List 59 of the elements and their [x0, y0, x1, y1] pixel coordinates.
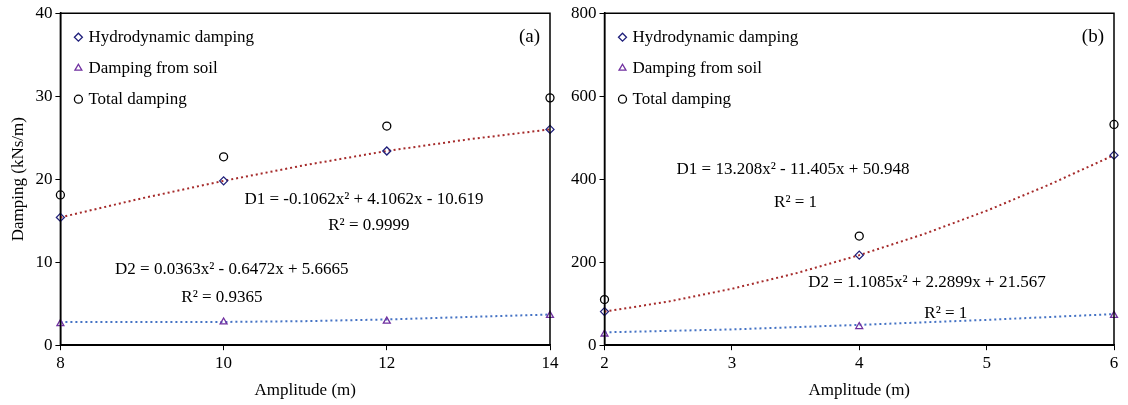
- point: [219, 317, 228, 325]
- x-tick-label: 6: [1109, 352, 1119, 372]
- x-tick-label: 12: [378, 352, 396, 372]
- annotation: R² = 0.9999: [328, 215, 410, 235]
- point: [382, 146, 392, 156]
- y-tick-label: 10: [35, 251, 53, 271]
- point: [218, 152, 229, 162]
- annotation: D1 = -0.1062x² + 4.1062x - 10.619: [244, 188, 484, 208]
- x-axis-title: Amplitude (m): [808, 380, 911, 400]
- y-tick-label: 0: [588, 334, 597, 354]
- x-tick-label: 2: [600, 352, 609, 372]
- x-axis-title: Amplitude (m): [254, 380, 356, 400]
- point: [382, 316, 391, 324]
- point: [855, 321, 864, 330]
- point: [599, 294, 610, 305]
- y-tick-label: 400: [571, 168, 597, 188]
- point: [1109, 150, 1119, 160]
- x-tick-label: 3: [727, 352, 737, 372]
- legend-label: Hydrodynamic damping: [88, 26, 255, 46]
- legend-label: Hydrodynamic damping: [632, 26, 799, 46]
- y-tick-label: 20: [35, 168, 53, 188]
- annotation: D2 = 1.1085x² + 2.2899x + 21.567: [808, 271, 1047, 291]
- point: [218, 176, 229, 186]
- x-tick-label: 10: [215, 352, 233, 372]
- y-tick-label: 40: [35, 2, 53, 22]
- point: [545, 93, 555, 103]
- annotation: R² = 1: [924, 302, 968, 322]
- y-tick-label: 600: [571, 85, 597, 105]
- legend-label: Damping from soil: [88, 57, 219, 77]
- x-tick-label: 5: [982, 352, 991, 372]
- annotation: R² = 1: [774, 191, 818, 211]
- point: [545, 124, 555, 135]
- legend-label: Damping from soil: [632, 57, 763, 77]
- y-tick-label: 30: [35, 85, 53, 105]
- annotation: (a): [518, 25, 540, 48]
- annotation: D1 = 13.208x² - 11.405x + 50.948: [676, 159, 910, 179]
- annotation: (b): [1081, 25, 1104, 48]
- point: [1109, 119, 1119, 130]
- annotation: D2 = 0.0363x² - 0.6472x + 5.6665: [115, 258, 349, 278]
- point: [600, 329, 609, 337]
- point: [854, 231, 864, 241]
- y-axis-title: Damping (kNs/m): [7, 117, 27, 242]
- annotation: R² = 0.9365: [181, 286, 263, 306]
- point: [545, 310, 555, 318]
- legend-label: Total damping: [88, 88, 188, 108]
- point: [55, 190, 66, 200]
- point: [1109, 310, 1119, 318]
- x-tick-label: 4: [855, 352, 864, 372]
- point: [56, 318, 65, 327]
- legend-label: Total damping: [632, 88, 732, 108]
- y-tick-label: 0: [43, 334, 53, 354]
- x-tick-label: 14: [541, 352, 559, 372]
- point: [382, 121, 392, 131]
- y-tick-label: 800: [571, 2, 597, 22]
- point: [599, 306, 610, 317]
- point: [55, 212, 66, 223]
- point: [854, 250, 864, 260]
- y-tick-label: 200: [571, 251, 597, 271]
- x-tick-label: 8: [56, 352, 65, 372]
